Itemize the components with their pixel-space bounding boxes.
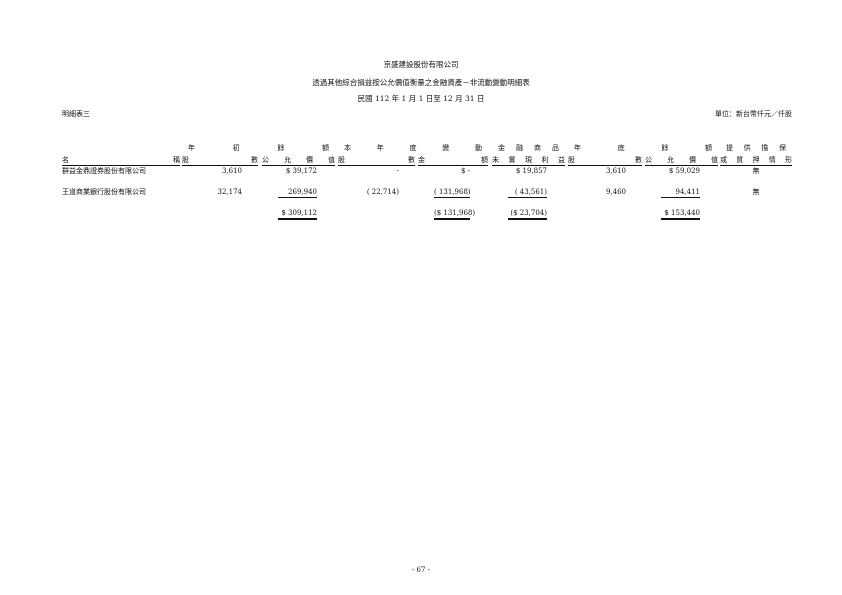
page-number: - 67 -	[411, 566, 431, 574]
amount-cell: $ -	[460, 167, 470, 175]
amount-cell: $ 19,857	[515, 167, 547, 175]
amount-cell: ( 22,714)	[366, 188, 399, 196]
amount-cell: ( 131,968)	[434, 188, 471, 198]
company-name-cell: 群益金鼎證券股份有限公司	[62, 167, 146, 175]
column-header: 金額	[418, 156, 488, 166]
header-group: 本年度變動	[344, 144, 482, 152]
amount-cell: $ 39,172	[285, 167, 317, 175]
column-header: 股數	[182, 156, 258, 166]
company-name: 京盛建設股份有限公司	[383, 60, 459, 69]
column-header: 公允價值	[645, 156, 718, 166]
total-cell: $ 153,440	[661, 209, 700, 220]
total-cell: ($ 23,704)	[508, 209, 547, 220]
column-header: 未實現利益	[492, 156, 565, 166]
amount-cell: ( 43,561)	[508, 188, 547, 198]
header-group: 提供擔保	[726, 144, 786, 152]
unit-label: 單位：新台幣仟元／仟股	[715, 110, 792, 118]
amount-cell: 3,610	[221, 167, 242, 175]
period: 民國 112 年 1 月 1 日至 12 月 31 日	[357, 94, 485, 103]
pledge-cell: 無	[752, 188, 760, 196]
amount-cell: 94,411	[661, 188, 700, 198]
amount-cell: 9,460	[605, 188, 626, 196]
amount-cell: 269,940	[278, 188, 317, 198]
pledge-cell: 無	[752, 167, 760, 175]
total-cell: $ 309,112	[278, 209, 317, 220]
amount-cell: -	[396, 167, 399, 175]
amount-cell: $ 59,029	[668, 167, 700, 175]
column-header: 股數	[338, 156, 415, 166]
column-header: 或質押情形	[720, 156, 792, 166]
amount-cell: 3,610	[605, 167, 626, 175]
header-group: 年初餘額	[188, 144, 329, 152]
statement-title: 透過其他綜合損益按公允價值衡量之金融資產－非流動變動明細表	[312, 78, 530, 87]
column-header: 公允價值	[262, 156, 335, 166]
amount-cell: 32,174	[217, 188, 243, 196]
company-name-cell: 王道商業銀行股份有限公司	[62, 188, 146, 196]
schedule-label: 明細表三	[62, 110, 90, 118]
header-group: 年底餘額	[574, 144, 712, 152]
header-group: 金融商品	[498, 144, 559, 152]
column-header: 股數	[568, 156, 642, 166]
total-cell: ($ 131,968)	[434, 209, 475, 220]
column-header: 名稱	[62, 156, 180, 166]
